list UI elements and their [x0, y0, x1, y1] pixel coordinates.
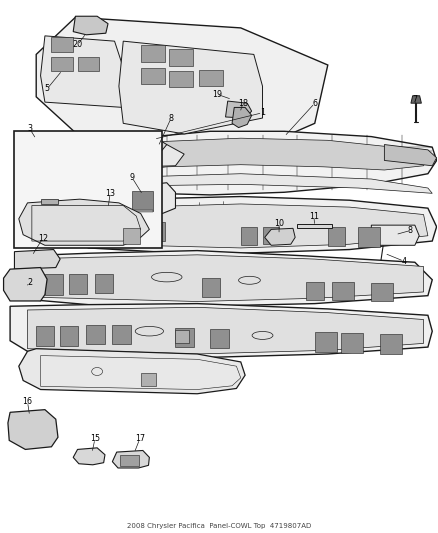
Text: 11: 11	[309, 212, 319, 221]
Text: 1: 1	[260, 108, 265, 117]
Bar	[262, 227, 279, 244]
Bar	[45, 274, 63, 295]
Polygon shape	[36, 17, 328, 160]
Bar	[147, 222, 165, 241]
Polygon shape	[14, 249, 60, 269]
Polygon shape	[8, 410, 58, 449]
Bar	[120, 455, 139, 466]
Bar	[132, 191, 153, 211]
Polygon shape	[36, 255, 424, 302]
Text: 8: 8	[169, 114, 173, 123]
Polygon shape	[113, 450, 149, 468]
Bar	[125, 222, 143, 241]
Polygon shape	[67, 197, 437, 253]
Text: 8: 8	[408, 226, 413, 235]
Bar	[14, 131, 162, 248]
Polygon shape	[297, 224, 332, 228]
Polygon shape	[385, 144, 437, 166]
Bar	[199, 70, 223, 86]
Polygon shape	[19, 199, 149, 245]
Text: 7: 7	[412, 95, 417, 104]
Bar	[95, 274, 113, 293]
Polygon shape	[411, 96, 421, 103]
Polygon shape	[226, 101, 252, 118]
Text: 17: 17	[135, 434, 145, 443]
Bar	[176, 328, 194, 347]
Text: 15: 15	[90, 434, 100, 443]
Bar	[380, 334, 402, 354]
Bar	[141, 373, 156, 386]
Text: 16: 16	[22, 397, 32, 406]
Polygon shape	[41, 36, 123, 108]
Polygon shape	[41, 199, 58, 204]
Bar	[358, 227, 380, 247]
Bar	[60, 326, 78, 345]
Polygon shape	[88, 202, 125, 220]
Polygon shape	[117, 136, 167, 158]
Text: 5: 5	[45, 84, 49, 93]
Polygon shape	[28, 308, 424, 354]
Bar	[371, 283, 393, 302]
Text: 2008 Chrysler Pacifica  Panel-COWL Top  4719807AD: 2008 Chrysler Pacifica Panel-COWL Top 47…	[127, 523, 311, 529]
Bar	[36, 326, 54, 346]
Bar	[241, 227, 257, 245]
Polygon shape	[119, 174, 432, 193]
Polygon shape	[121, 183, 176, 215]
Bar	[141, 45, 165, 62]
Polygon shape	[232, 108, 252, 127]
Bar	[315, 332, 336, 352]
Bar	[201, 278, 220, 297]
Polygon shape	[115, 131, 437, 195]
Polygon shape	[4, 268, 47, 301]
Text: 12: 12	[38, 234, 48, 243]
Bar	[86, 325, 105, 344]
Bar	[132, 211, 153, 212]
Bar	[113, 325, 131, 344]
Bar	[51, 56, 73, 71]
Bar	[78, 56, 99, 71]
Bar	[332, 282, 354, 301]
Bar	[169, 49, 193, 66]
Text: 6: 6	[312, 99, 317, 108]
Bar	[210, 328, 229, 348]
Text: 18: 18	[238, 99, 248, 108]
Polygon shape	[123, 138, 428, 177]
Bar	[104, 222, 121, 243]
Bar	[51, 37, 73, 52]
Polygon shape	[97, 204, 428, 248]
Polygon shape	[19, 349, 245, 394]
Bar	[123, 228, 140, 244]
Bar	[169, 71, 193, 87]
Text: 13: 13	[105, 189, 115, 198]
Polygon shape	[73, 448, 105, 465]
Polygon shape	[265, 228, 295, 245]
Text: 10: 10	[274, 219, 284, 228]
Bar	[306, 282, 324, 301]
Bar	[176, 330, 188, 343]
Text: 20: 20	[73, 41, 83, 50]
Text: 3: 3	[27, 124, 32, 133]
Polygon shape	[14, 251, 432, 306]
Text: 19: 19	[212, 90, 222, 99]
Bar	[141, 68, 165, 84]
Polygon shape	[371, 225, 419, 245]
Polygon shape	[119, 41, 262, 134]
Text: 4: 4	[402, 257, 406, 265]
Bar	[69, 274, 87, 294]
Text: 2: 2	[27, 278, 32, 287]
Bar	[328, 227, 345, 246]
Text: 9: 9	[129, 173, 134, 182]
Polygon shape	[73, 16, 108, 35]
Polygon shape	[119, 144, 184, 167]
Bar	[341, 333, 363, 353]
Polygon shape	[10, 304, 432, 358]
